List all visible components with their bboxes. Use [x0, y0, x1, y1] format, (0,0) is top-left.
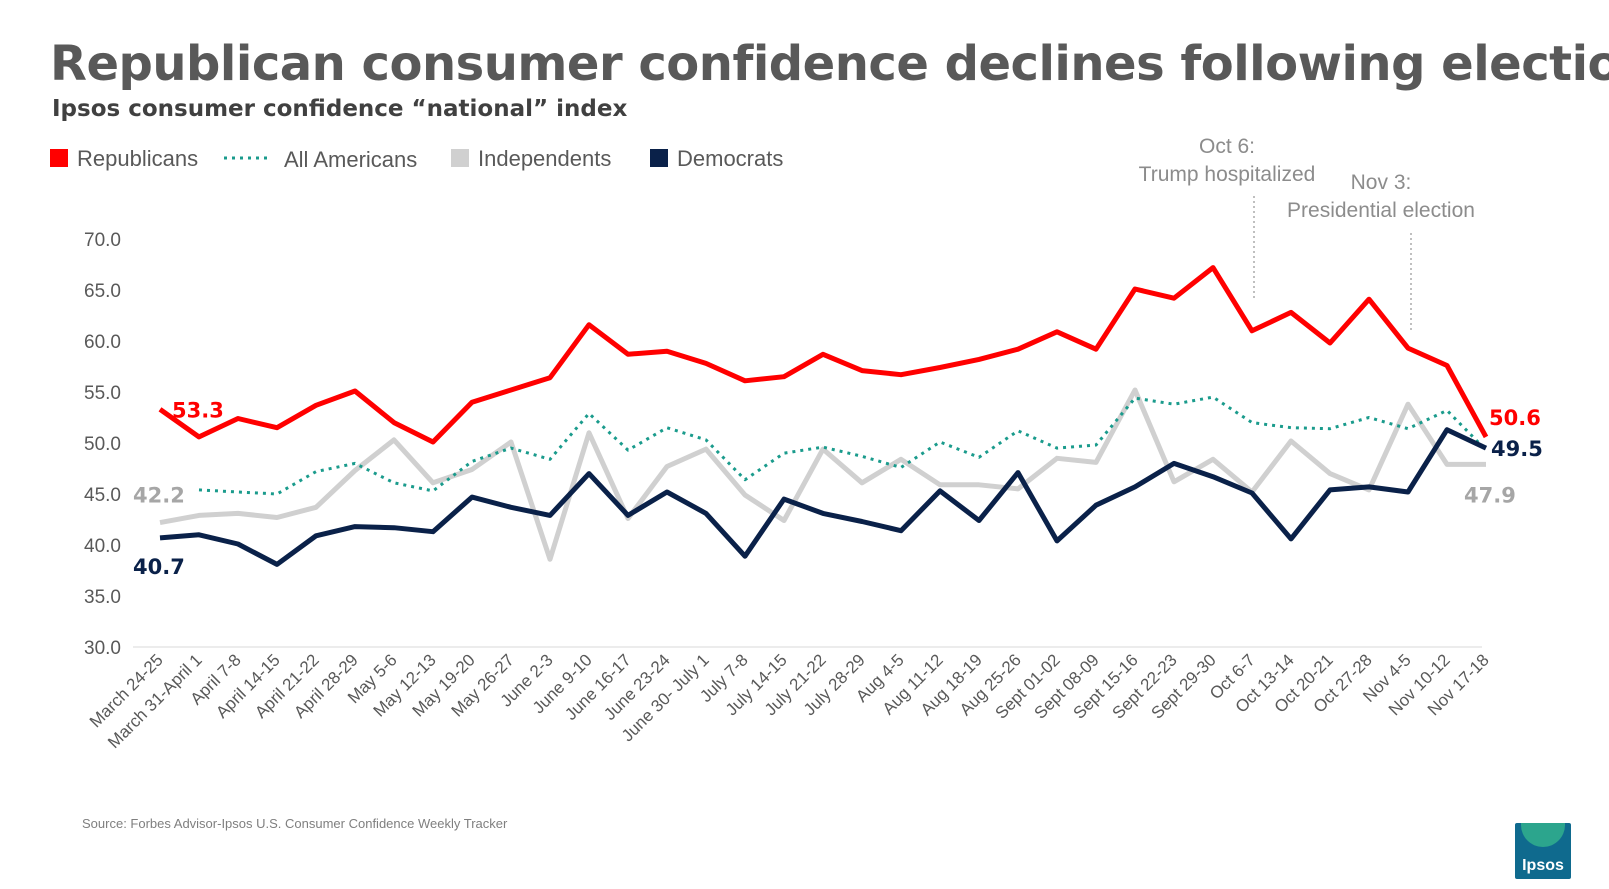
y-tick-label: 50.0 [84, 434, 121, 455]
y-tick-label: 55.0 [84, 383, 121, 404]
series-line-democrats [159, 427, 1488, 567]
annotation-text: Oct 6: [1199, 135, 1255, 158]
annotation-text: Trump hospitalized [1139, 163, 1316, 186]
y-tick-label: 60.0 [84, 332, 121, 353]
y-tick-label: 45.0 [84, 485, 121, 506]
legend-marker-independents [451, 149, 469, 167]
data-label: 53.3 [172, 398, 224, 422]
legend-label: All Americans [284, 147, 417, 172]
legend-label: Democrats [677, 146, 783, 171]
ipsos-logo: Ipsos [1515, 823, 1571, 879]
annotation-text: Presidential election [1287, 199, 1475, 222]
logo-text: Ipsos [1522, 857, 1564, 874]
data-label: 40.7 [133, 555, 185, 579]
y-tick-label: 65.0 [84, 281, 121, 302]
y-tick-label: 30.0 [84, 638, 121, 659]
legend-label: Republicans [77, 146, 198, 171]
data-label: 42.2 [133, 484, 185, 508]
legend-marker-democrats [650, 149, 668, 167]
chart-title: Republican consumer confidence declines … [50, 36, 1609, 92]
data-label: 49.5 [1491, 437, 1543, 461]
data-label: 50.6 [1489, 406, 1541, 430]
y-tick-label: 40.0 [84, 536, 121, 557]
legend-label: Independents [478, 146, 611, 171]
annotation-text: Nov 3: [1351, 171, 1412, 194]
source-note: Source: Forbes Advisor-Ipsos U.S. Consum… [82, 816, 508, 831]
y-tick-label: 70.0 [84, 230, 121, 251]
chart-subtitle: Ipsos consumer confidence “national” ind… [52, 96, 628, 122]
series-line-independents [159, 387, 1486, 562]
data-label: 47.9 [1464, 483, 1516, 507]
legend-marker-republicans [50, 149, 68, 167]
series-line-republicans [158, 265, 1489, 445]
y-tick-label: 35.0 [84, 587, 121, 608]
series-line-all-americans [198, 395, 1488, 496]
